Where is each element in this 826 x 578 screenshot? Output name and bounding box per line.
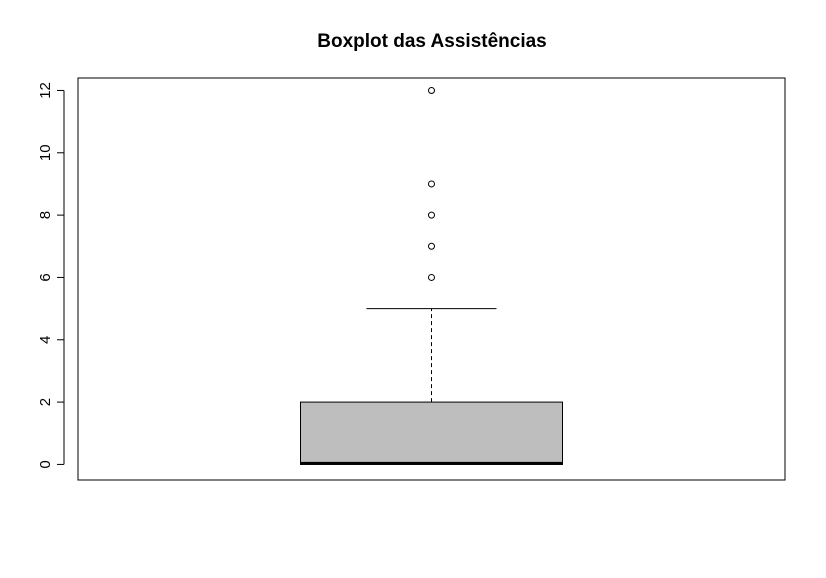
outlier-point	[428, 211, 435, 219]
outlier-point	[428, 86, 435, 94]
y-tick-label: 2	[37, 398, 54, 406]
y-axis: 0 2 4 6 8 10 12	[37, 82, 65, 469]
y-tick-label: 0	[37, 460, 54, 468]
outlier-point	[428, 180, 435, 188]
plot-frame	[77, 77, 786, 481]
y-tick-label: 10	[37, 144, 54, 161]
y-tick-label: 12	[37, 82, 54, 99]
outlier-point	[428, 242, 435, 250]
outliers	[428, 86, 435, 281]
y-tick-label: 4	[37, 336, 54, 344]
y-tick-label: 6	[37, 273, 54, 281]
boxplot	[300, 308, 563, 465]
box	[300, 401, 563, 465]
chart-title: Boxplot das Assistências	[317, 31, 546, 52]
y-tick-label: 8	[37, 211, 54, 219]
outlier-point	[428, 273, 435, 281]
